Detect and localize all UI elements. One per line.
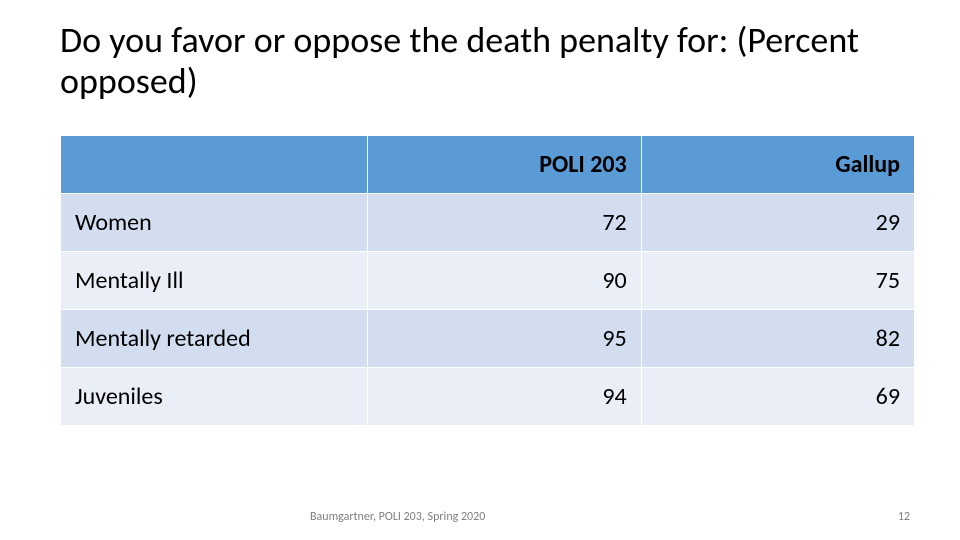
footer-citation: Baumgartner, POLI 203, Spring 2020	[310, 510, 485, 524]
table-header-row: POLI 203 Gallup	[61, 136, 915, 194]
row-gallup: 75	[641, 252, 914, 310]
table-header-poli203: POLI 203	[368, 136, 641, 194]
row-label: Juveniles	[61, 368, 368, 426]
table-header-blank	[61, 136, 368, 194]
row-gallup: 82	[641, 310, 914, 368]
table-row: Women7229	[61, 194, 915, 252]
table-header-gallup: Gallup	[641, 136, 914, 194]
row-poli203: 95	[368, 310, 641, 368]
slide-title: Do you favor or oppose the death penalty…	[60, 20, 900, 103]
table-row: Mentally retarded9582	[61, 310, 915, 368]
table-row: Mentally Ill9075	[61, 252, 915, 310]
row-gallup: 29	[641, 194, 914, 252]
row-poli203: 94	[368, 368, 641, 426]
data-table-container: POLI 203 Gallup Women7229Mentally Ill907…	[60, 135, 915, 426]
row-poli203: 90	[368, 252, 641, 310]
row-label: Mentally retarded	[61, 310, 368, 368]
table-row: Juveniles9469	[61, 368, 915, 426]
row-poli203: 72	[368, 194, 641, 252]
row-label: Women	[61, 194, 368, 252]
row-label: Mentally Ill	[61, 252, 368, 310]
data-table: POLI 203 Gallup Women7229Mentally Ill907…	[60, 135, 915, 426]
row-gallup: 69	[641, 368, 914, 426]
slide-number: 12	[898, 510, 910, 524]
